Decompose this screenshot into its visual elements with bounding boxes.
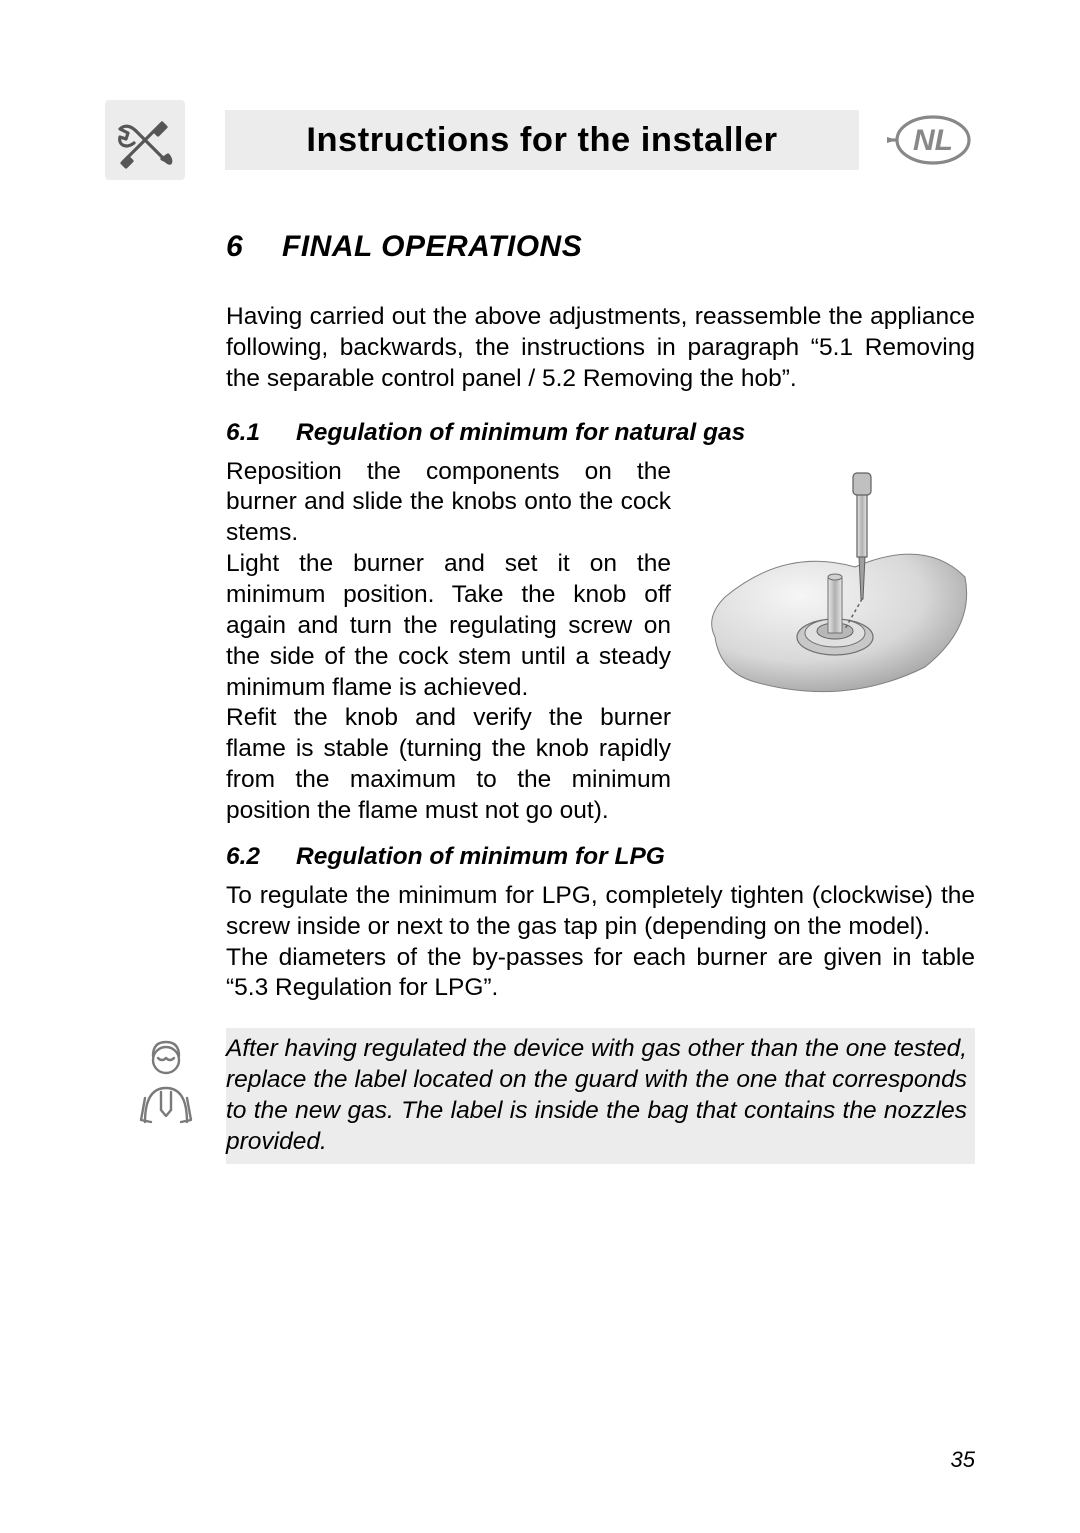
wrench-screwdriver-icon	[114, 109, 176, 171]
subsection-heading: 6.2 Regulation of minimum for LPG	[226, 843, 975, 871]
note-block: After having regulated the device with g…	[105, 1028, 975, 1163]
subsection-heading: 6.1 Regulation of minimum for natural ga…	[226, 419, 975, 447]
page-number: 35	[951, 1447, 975, 1473]
subsection-61-body: Reposition the components on the burner …	[226, 457, 975, 827]
technician-person-icon	[131, 1036, 201, 1126]
section-number: 6	[226, 230, 282, 264]
note-text: After having regulated the device with g…	[226, 1028, 975, 1163]
manual-page: Instructions for the installer NL 6 FINA…	[0, 0, 1080, 1533]
language-badge-text: NL	[913, 124, 953, 157]
language-badge: NL	[887, 113, 975, 167]
subsection-number: 6.2	[226, 843, 296, 871]
subsection-title: Regulation of minimum for natural gas	[296, 419, 745, 447]
section-title: FINAL OPERATIONS	[282, 230, 582, 264]
note-icon-col	[105, 1028, 226, 1126]
page-content: 6 FINAL OPERATIONS Having carried out th…	[226, 230, 975, 1164]
burner-screw-adjustment-figure	[695, 457, 975, 737]
subsection-62-text: To regulate the minimum for LPG, complet…	[226, 881, 975, 1004]
header-title-bar: Instructions for the installer	[225, 110, 859, 170]
header-title: Instructions for the installer	[306, 121, 777, 160]
section-heading: 6 FINAL OPERATIONS	[226, 230, 975, 264]
subsection-61-text: Reposition the components on the burner …	[226, 457, 671, 827]
header-tool-icon-box	[105, 100, 185, 180]
section-intro: Having carried out the above adjustments…	[226, 302, 975, 395]
subsection-title: Regulation of minimum for LPG	[296, 843, 665, 871]
subsection-number: 6.1	[226, 419, 296, 447]
page-header: Instructions for the installer NL	[105, 100, 975, 180]
